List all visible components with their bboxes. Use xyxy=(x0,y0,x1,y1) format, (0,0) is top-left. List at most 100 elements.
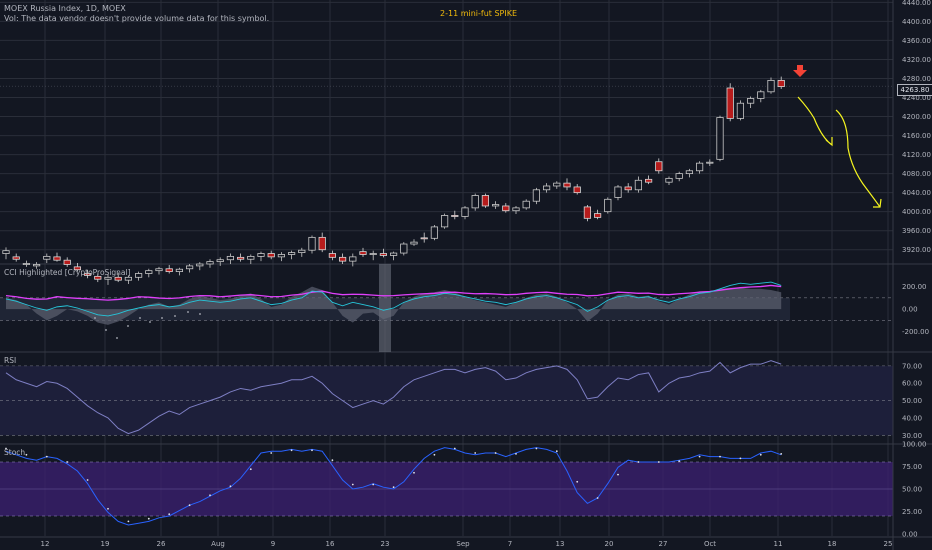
cci-dot xyxy=(116,337,118,339)
candle-body xyxy=(349,256,357,262)
rsi-line xyxy=(5,360,782,435)
candle-body xyxy=(2,250,10,254)
candle-body xyxy=(451,215,459,217)
annotation-title[interactable]: 2-11 mini-fut SPIKE xyxy=(440,9,518,18)
candle-body xyxy=(216,259,224,263)
candle-body xyxy=(502,205,510,212)
candle-body xyxy=(33,264,41,267)
time-tick-label: 12 xyxy=(41,540,50,548)
candle-body xyxy=(287,252,296,255)
cci-dot xyxy=(174,315,176,317)
candle-body xyxy=(277,254,286,258)
rsi-panel-label[interactable]: RSI xyxy=(4,356,17,365)
time-axis[interactable]: 12 19 26 Aug 9 16 23 Sep 7 13 20 27 Oct 11 18 25 xyxy=(0,536,932,548)
stoch-d-dot xyxy=(188,504,191,507)
stoch-d-dot xyxy=(759,453,762,456)
candle xyxy=(175,267,183,276)
stoch-d-dot xyxy=(494,452,497,454)
time-tick-label: 11 xyxy=(774,540,783,548)
candle xyxy=(614,185,622,201)
cci-dot xyxy=(127,325,129,327)
candle xyxy=(451,210,459,220)
candle xyxy=(359,247,367,257)
candle-body xyxy=(318,236,326,251)
stoch-d-dot xyxy=(168,513,171,516)
candle xyxy=(491,201,500,209)
cci-tick-label: -200.00 xyxy=(902,328,929,336)
stoch-k-line xyxy=(5,447,782,526)
candle-body xyxy=(614,186,622,198)
candle-body xyxy=(206,261,214,265)
candle-body xyxy=(267,253,275,258)
candle xyxy=(400,242,408,256)
price-tick-label: 4360.00 xyxy=(902,37,931,45)
stoch-d-dot xyxy=(392,486,395,489)
time-tick-label: 9 xyxy=(271,540,275,548)
candle-body xyxy=(43,255,51,260)
candle-body xyxy=(675,173,683,179)
candle xyxy=(583,205,592,222)
cci-dot xyxy=(149,321,151,323)
candle xyxy=(379,248,388,258)
candle-body xyxy=(22,263,31,265)
volume-note: Vol: The data vendor doesn't provide vol… xyxy=(4,14,270,23)
price-axis[interactable]: 3920.00 3960.00 4000.00 4040.00 4080.00 4120.… xyxy=(892,0,931,550)
cci-dot xyxy=(187,311,189,313)
candle xyxy=(104,274,112,285)
candle-body xyxy=(583,206,592,219)
stoch-d-dot xyxy=(290,449,293,452)
time-tick-label: 13 xyxy=(556,540,565,548)
candle xyxy=(53,252,61,262)
candle xyxy=(696,161,704,174)
candle xyxy=(594,209,602,220)
stoch-d-dot xyxy=(555,450,558,453)
stoch-d-dot xyxy=(719,455,721,458)
candle-body xyxy=(471,195,479,209)
stoch-d-dot xyxy=(474,452,477,454)
candle xyxy=(706,159,714,167)
drawing-layer xyxy=(793,65,882,208)
candle xyxy=(634,176,643,193)
candle xyxy=(767,77,775,94)
stoch-tick-label: 50.00 xyxy=(902,486,922,494)
candle xyxy=(389,251,398,261)
candle-body xyxy=(736,102,745,119)
time-tick-label: 23 xyxy=(381,540,390,548)
candle-body xyxy=(53,256,61,261)
candle-body xyxy=(185,265,194,270)
drawn-curve-2[interactable] xyxy=(835,109,882,208)
stoch-d-dot xyxy=(453,447,456,450)
sell-arrow-icon[interactable] xyxy=(793,65,807,77)
candle xyxy=(134,271,143,281)
candle-body xyxy=(726,87,734,119)
candle-body xyxy=(94,275,102,280)
stoch-d-dot xyxy=(45,455,48,458)
candle-body xyxy=(338,256,347,262)
drawn-curve-1[interactable] xyxy=(797,96,833,147)
candle-body xyxy=(594,213,602,218)
candle xyxy=(247,254,255,264)
candle xyxy=(685,168,694,178)
cci-dot xyxy=(139,317,141,319)
candle-body xyxy=(767,79,775,93)
candle-body xyxy=(410,241,418,245)
candle xyxy=(287,250,296,260)
stoch-panel-label[interactable]: Stoch xyxy=(4,448,26,457)
candle-body xyxy=(430,226,439,239)
candle-body xyxy=(308,236,316,251)
candle xyxy=(624,183,632,193)
candle xyxy=(33,262,41,269)
cci-panel-label[interactable]: CCI Highlighted [CryptoProSignal] xyxy=(4,268,131,277)
candle-body xyxy=(236,256,245,260)
candle-body xyxy=(491,204,500,207)
candle xyxy=(124,275,132,284)
grid-lines xyxy=(0,0,932,536)
candle-body xyxy=(532,189,541,202)
candle xyxy=(461,205,469,220)
candle xyxy=(277,252,286,262)
candle-body xyxy=(155,268,163,272)
stoch-d-dot xyxy=(331,459,334,462)
candle xyxy=(349,253,357,267)
stoch-d-dot xyxy=(596,497,599,499)
